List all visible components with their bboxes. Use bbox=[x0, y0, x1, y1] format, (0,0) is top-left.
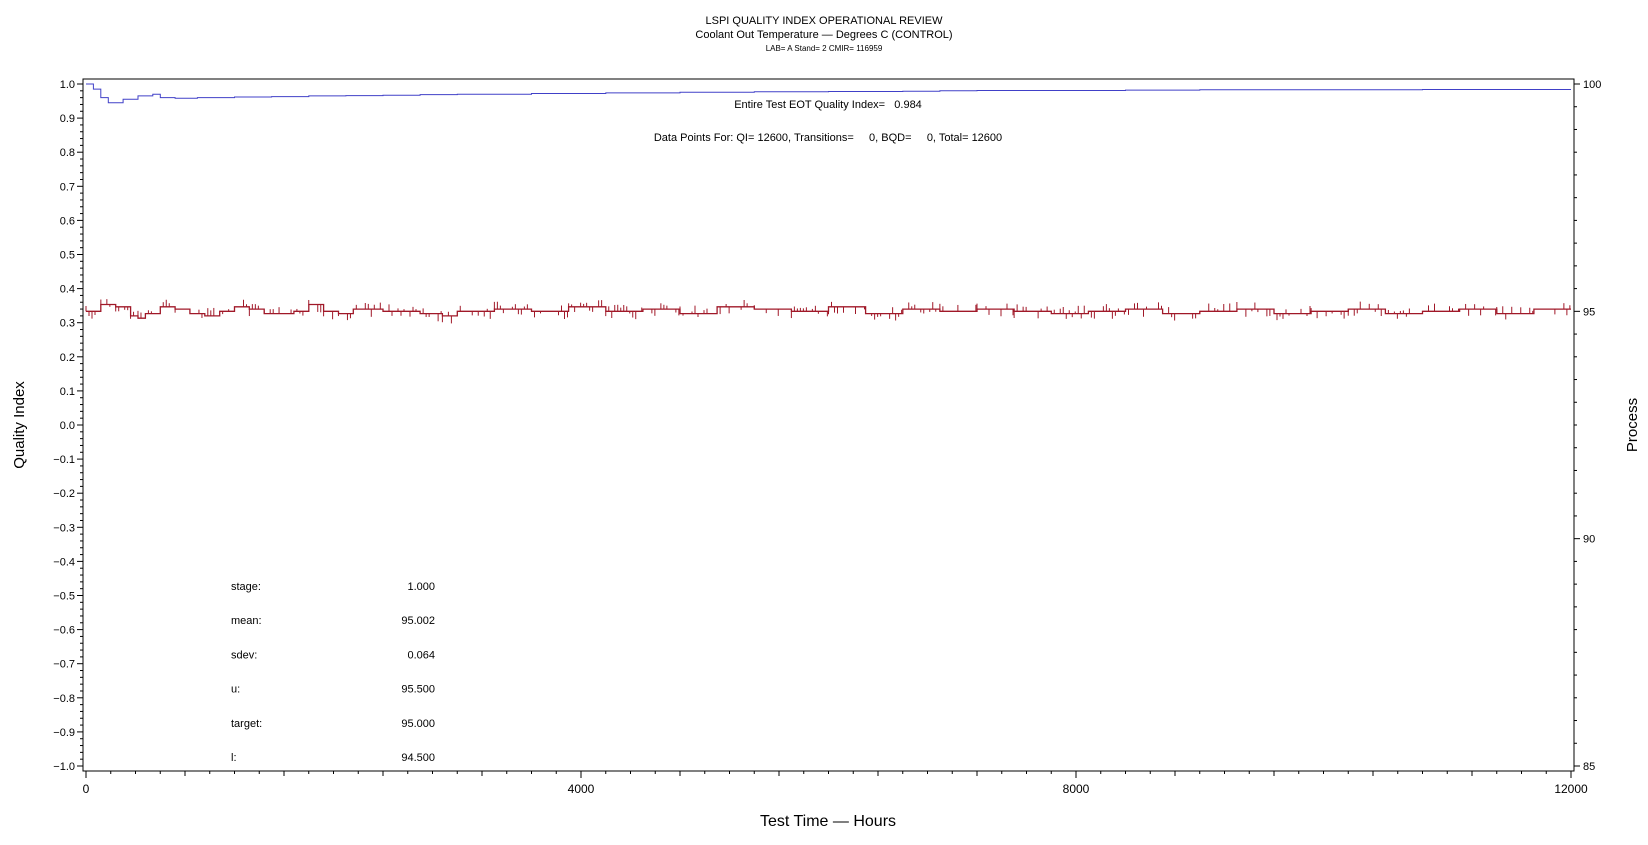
series-layer bbox=[85, 83, 1571, 324]
y-left-tick-label: −0.6 bbox=[53, 625, 75, 637]
y-right-axis: 100 95 90 85 bbox=[1574, 79, 1601, 773]
chart-subtitle: Coolant Out Temperature — Degrees C (CON… bbox=[695, 29, 952, 41]
plot-frame bbox=[82, 78, 1575, 772]
x-tick-label: 8000 bbox=[1063, 782, 1090, 796]
y-left-axis: 1.0 0.9 0.8 0.7 0.6 0.5 0.4 0.3 0.2 0.1 0.0 −0.1 −0.… bbox=[53, 79, 83, 773]
y-left-tick-label: 0.1 bbox=[60, 386, 75, 398]
chart-title: LSPI QUALITY INDEX OPERATIONAL REVIEW bbox=[706, 15, 944, 27]
stat-label: target: bbox=[231, 718, 262, 730]
y-left-tick-label: 0.9 bbox=[60, 113, 75, 125]
y-left-tick-label: 0.5 bbox=[60, 250, 75, 262]
x-axis: 0 4000 8000 12000 bbox=[83, 771, 1588, 796]
stat-value: 94.500 bbox=[401, 752, 435, 764]
y-left-tick-label: −0.8 bbox=[53, 693, 75, 705]
stat-label: l: bbox=[231, 752, 237, 764]
y-left-tick-label: −1.0 bbox=[53, 761, 75, 773]
chart-info: LAB= A Stand= 2 CMIR= 116959 bbox=[766, 44, 883, 53]
stat-value: 95.000 bbox=[401, 718, 435, 730]
y-left-tick-label: −0.2 bbox=[53, 488, 75, 500]
quality-index-annotation: Entire Test EOT Quality Index= 0.984 bbox=[734, 99, 922, 111]
y-left-tick-label: −0.5 bbox=[53, 591, 75, 603]
y-left-tick-label: −0.9 bbox=[53, 727, 75, 739]
y-left-tick-label: 0.2 bbox=[60, 352, 75, 364]
quality-index-series-line bbox=[86, 83, 1571, 104]
y-left-tick-label: −0.7 bbox=[53, 659, 75, 671]
stat-label: u: bbox=[231, 684, 240, 696]
y-left-tick-label: 0.6 bbox=[60, 215, 75, 227]
stat-value: 1.000 bbox=[407, 581, 435, 593]
x-axis-title: Test Time — Hours bbox=[760, 813, 896, 830]
data-points-annotation: Data Points For: QI= 12600, Transitions=… bbox=[654, 132, 1002, 144]
y-right-tick-label: 95 bbox=[1583, 306, 1595, 318]
y-left-axis-title: Quality Index bbox=[11, 381, 28, 469]
x-tick-label: 12000 bbox=[1554, 782, 1588, 796]
y-left-tick-label: 0.7 bbox=[60, 181, 75, 193]
x-tick-label: 0 bbox=[83, 782, 90, 796]
y-right-tick-label: 85 bbox=[1583, 761, 1595, 773]
y-left-tick-label: 0.3 bbox=[60, 318, 75, 330]
stat-value: 95.500 bbox=[401, 684, 435, 696]
stat-label: stage: bbox=[231, 581, 261, 593]
y-right-tick-label: 90 bbox=[1583, 534, 1595, 546]
y-left-tick-label: 0.4 bbox=[60, 284, 75, 296]
stat-label: sdev: bbox=[231, 649, 257, 661]
x-tick-label: 4000 bbox=[568, 782, 595, 796]
y-left-tick-label: −0.1 bbox=[53, 454, 75, 466]
y-left-tick-label: 0.0 bbox=[60, 420, 75, 432]
stat-label: mean: bbox=[231, 615, 262, 627]
stat-value: 95.002 bbox=[401, 615, 435, 627]
y-left-tick-label: −0.4 bbox=[53, 556, 75, 568]
y-left-tick-label: −0.3 bbox=[53, 522, 75, 534]
y-left-tick-label: 0.8 bbox=[60, 147, 75, 159]
process-series-line bbox=[86, 303, 1571, 319]
y-right-axis-title: Process bbox=[1624, 398, 1641, 452]
stat-value: 0.064 bbox=[407, 649, 435, 661]
stats-table: stage: 1.000 mean: 95.002 sdev: 0.064 u: 95.500… bbox=[231, 581, 435, 764]
y-left-tick-label: 1.0 bbox=[60, 79, 75, 91]
y-right-tick-label: 100 bbox=[1583, 79, 1601, 91]
